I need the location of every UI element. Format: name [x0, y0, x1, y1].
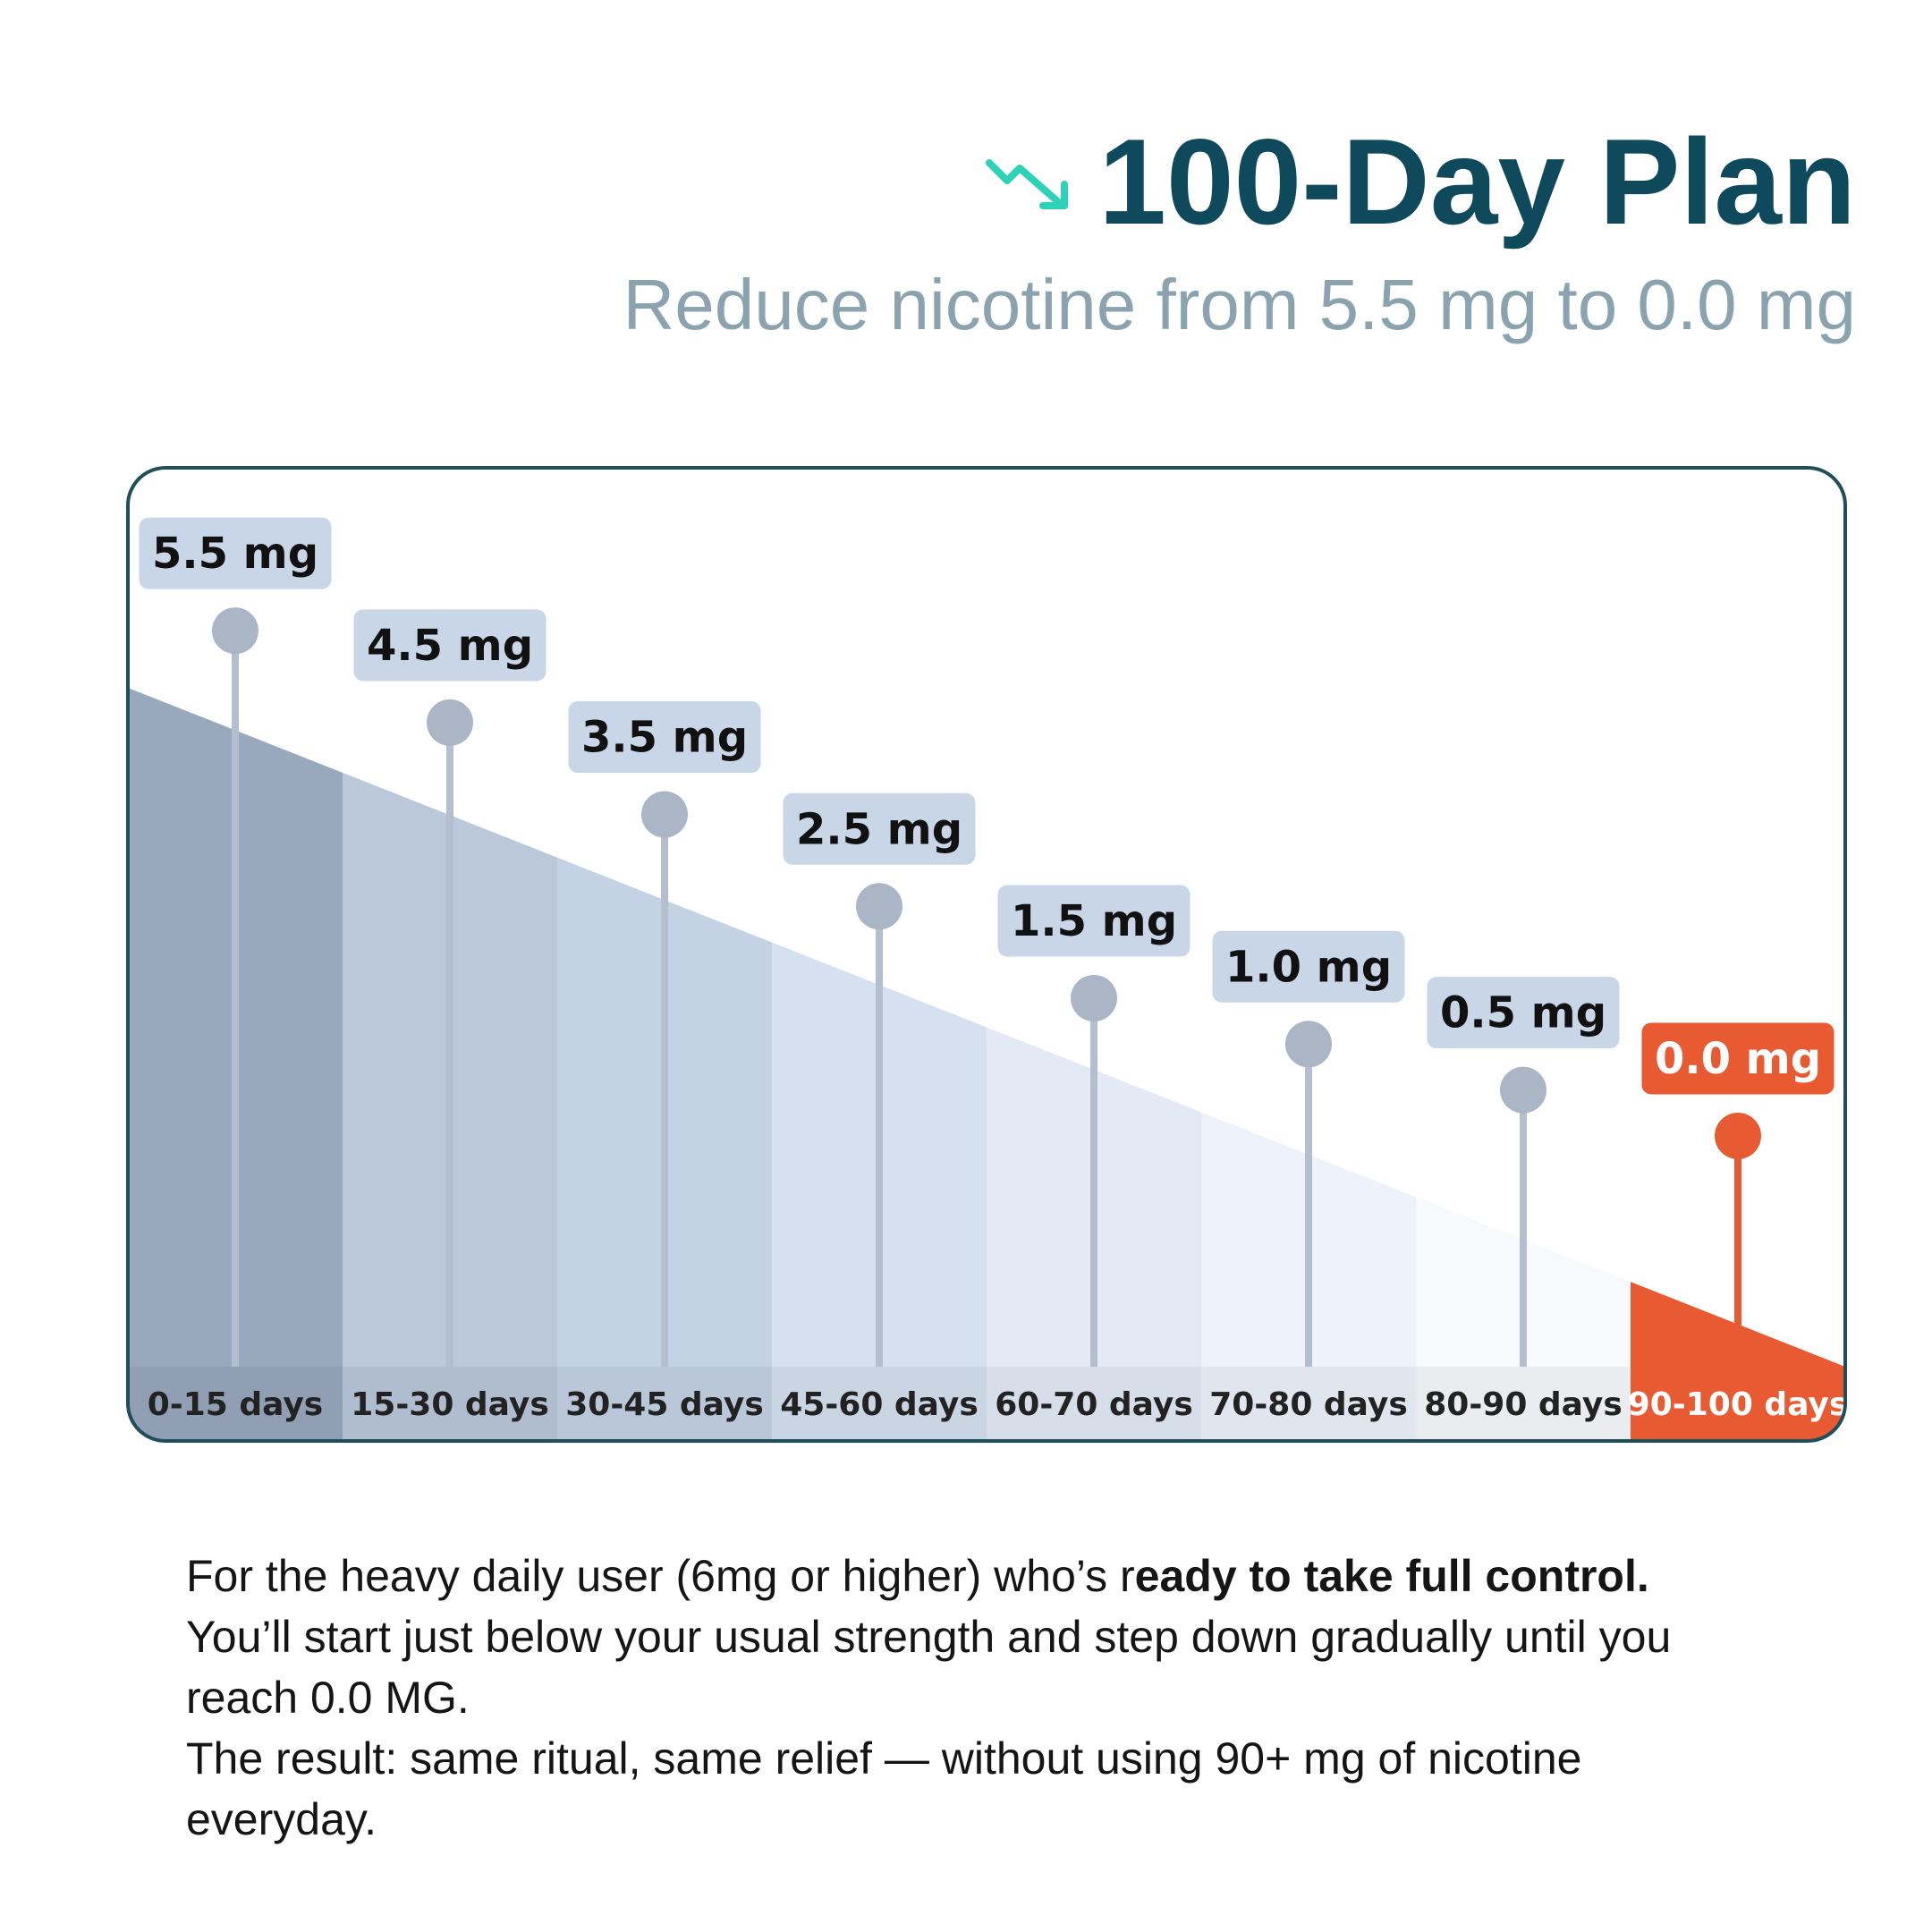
- dot: [1285, 1021, 1332, 1068]
- x-tick-label: 60-70 days: [995, 1386, 1193, 1423]
- label-band-shade: [128, 1367, 343, 1441]
- label-band-shade: [557, 1367, 772, 1441]
- label-band-shade: [1416, 1367, 1631, 1441]
- value-label: 2.5 mg: [796, 804, 962, 854]
- value-pill: [565, 699, 764, 776]
- label-band-shade: [343, 1367, 557, 1441]
- label-band: [557, 1367, 772, 1441]
- x-tick-label: 90-100 days: [1628, 1386, 1849, 1423]
- chart-frame: [126, 466, 1847, 1443]
- value-label: 1.5 mg: [1011, 896, 1177, 946]
- dot: [641, 791, 688, 838]
- description: For the heavy daily user (6mg or higher)…: [186, 1546, 1760, 1850]
- label-band-shade: [1201, 1367, 1416, 1441]
- dot: [856, 883, 902, 930]
- text: You’ll start just below your usual stren…: [186, 1612, 1672, 1723]
- value-label: 0.5 mg: [1440, 988, 1606, 1038]
- label-band: [1416, 1367, 1631, 1441]
- label-band: [772, 1367, 987, 1441]
- dot: [212, 607, 258, 655]
- value-pill: [1209, 928, 1408, 1005]
- marks: 5.5 mg 4.5 mg 3.5 mg 2.5 mg 1.5 mg 1.0 mg 0.5 …: [136, 514, 1837, 1367]
- text-bold: eady to take full control.: [1134, 1551, 1649, 1601]
- dot: [427, 699, 473, 746]
- value-label: 5.5 mg: [152, 529, 318, 579]
- value-label: 4.5 mg: [367, 621, 533, 671]
- label-band-shade: [987, 1367, 1201, 1441]
- label-band: [1631, 1367, 1845, 1441]
- text: For the heavy daily user (6mg or higher)…: [186, 1551, 1135, 1601]
- value-pill: [780, 790, 979, 868]
- label-band: [1201, 1367, 1416, 1441]
- text: The result: same ritual, same relief — w…: [186, 1733, 1582, 1844]
- value-pill: [1424, 974, 1623, 1052]
- x-tick-label: 45-60 days: [780, 1386, 979, 1423]
- x-tick-label: 80-90 days: [1424, 1386, 1623, 1423]
- x-tick-label: 70-80 days: [1209, 1386, 1408, 1423]
- value-pill: [136, 514, 335, 592]
- label-band-shade: [772, 1367, 987, 1441]
- trend-icon: [986, 159, 1068, 209]
- value-pill: [1639, 1020, 1837, 1097]
- paragraph: The result: same ritual, same relief — w…: [186, 1728, 1760, 1850]
- chart-title: 100-Day Plan: [1098, 114, 1856, 250]
- plot-area: 0-15 days 15-30 days 30-45 days 45-60 days 6…: [128, 688, 1849, 1441]
- value-label: 0.0 mg: [1655, 1034, 1821, 1084]
- x-tick-label: 30-45 days: [565, 1386, 764, 1423]
- x-tick-label: 15-30 days: [351, 1386, 549, 1423]
- value-label: 3.5 mg: [581, 713, 748, 763]
- x-tick-label: 0-15 days: [148, 1386, 323, 1423]
- value-pill: [351, 606, 549, 684]
- paragraph: For the heavy daily user (6mg or higher)…: [186, 1546, 1760, 1728]
- chart-subtitle: Reduce nicotine from 5.5 mg to 0.0 mg: [623, 265, 1856, 344]
- label-band: [987, 1367, 1201, 1441]
- value-label: 1.0 mg: [1225, 942, 1392, 992]
- dot: [1071, 974, 1117, 1021]
- label-band: [128, 1367, 343, 1441]
- dot: [1500, 1066, 1546, 1114]
- value-pill: [995, 882, 1193, 960]
- dot: [1715, 1113, 1761, 1159]
- label-band: [343, 1367, 557, 1441]
